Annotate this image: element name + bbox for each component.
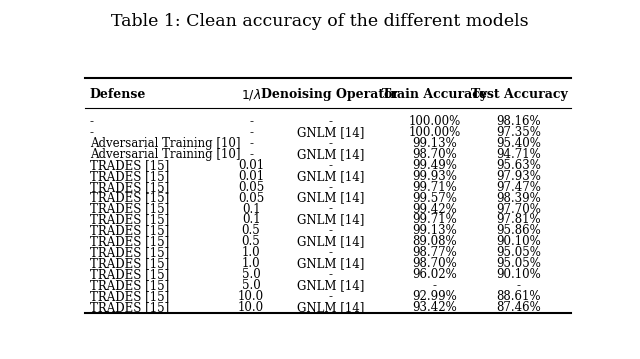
Text: -: - [328,115,333,128]
Text: 5.0: 5.0 [242,279,260,292]
Text: -: - [90,126,94,139]
Text: 10.0: 10.0 [238,290,264,303]
Text: 0.1: 0.1 [242,213,260,227]
Text: Adversarial Training [10]: Adversarial Training [10] [90,137,241,150]
Text: 98.16%: 98.16% [497,115,541,128]
Text: Train Accuracy: Train Accuracy [382,88,487,101]
Text: Adversarial Training [10]: Adversarial Training [10] [90,148,241,161]
Text: GNLM [14]: GNLM [14] [297,279,364,292]
Text: 1.0: 1.0 [242,246,260,259]
Text: 99.42%: 99.42% [412,202,457,215]
Text: 0.05: 0.05 [238,181,264,194]
Text: GNLM [14]: GNLM [14] [297,300,364,314]
Text: 88.61%: 88.61% [497,290,541,303]
Text: -: - [249,148,253,161]
Text: 97.81%: 97.81% [497,213,541,227]
Text: -: - [249,126,253,139]
Text: 95.40%: 95.40% [497,137,541,150]
Text: TRADES [15]: TRADES [15] [90,290,169,303]
Text: 90.10%: 90.10% [497,235,541,248]
Text: 87.46%: 87.46% [497,300,541,314]
Text: 96.02%: 96.02% [412,268,457,281]
Text: TRADES [15]: TRADES [15] [90,159,169,172]
Text: GNLM [14]: GNLM [14] [297,192,364,205]
Text: -: - [328,137,333,150]
Text: 99.13%: 99.13% [412,224,457,237]
Text: 95.63%: 95.63% [497,159,541,172]
Text: GNLM [14]: GNLM [14] [297,235,364,248]
Text: Table 1: Clean accuracy of the different models: Table 1: Clean accuracy of the different… [111,13,529,29]
Text: TRADES [15]: TRADES [15] [90,257,169,270]
Text: TRADES [15]: TRADES [15] [90,202,169,215]
Text: TRADES [15]: TRADES [15] [90,192,169,205]
Text: TRADES [15]: TRADES [15] [90,170,169,183]
Text: 1.0: 1.0 [242,257,260,270]
Text: -: - [328,202,333,215]
Text: -: - [328,224,333,237]
Text: 10.0: 10.0 [238,300,264,314]
Text: -: - [328,268,333,281]
Text: TRADES [15]: TRADES [15] [90,279,169,292]
Text: Denoising Operator: Denoising Operator [262,88,399,101]
Text: 0.01: 0.01 [238,159,264,172]
Text: 98.70%: 98.70% [412,148,457,161]
Text: -: - [328,290,333,303]
Text: TRADES [15]: TRADES [15] [90,300,169,314]
Text: 94.71%: 94.71% [497,148,541,161]
Text: 99.71%: 99.71% [412,181,457,194]
Text: 97.47%: 97.47% [497,181,541,194]
Text: 98.70%: 98.70% [412,257,457,270]
Text: 99.93%: 99.93% [412,170,457,183]
Text: -: - [90,115,94,128]
Text: 0.5: 0.5 [242,235,260,248]
Text: TRADES [15]: TRADES [15] [90,246,169,259]
Text: 100.00%: 100.00% [408,126,461,139]
Text: GNLM [14]: GNLM [14] [297,257,364,270]
Text: -: - [328,181,333,194]
Text: TRADES [15]: TRADES [15] [90,181,169,194]
Text: Defense: Defense [90,88,147,101]
Text: 0.1: 0.1 [242,202,260,215]
Text: TRADES [15]: TRADES [15] [90,213,169,227]
Text: 97.93%: 97.93% [497,170,541,183]
Text: 0.05: 0.05 [238,192,264,205]
Text: -: - [433,279,436,292]
Text: 98.77%: 98.77% [412,246,457,259]
Text: -: - [249,137,253,150]
Text: 90.10%: 90.10% [497,268,541,281]
Text: -: - [328,159,333,172]
Text: GNLM [14]: GNLM [14] [297,170,364,183]
Text: GNLM [14]: GNLM [14] [297,148,364,161]
Text: GNLM [14]: GNLM [14] [297,126,364,139]
Text: 95.05%: 95.05% [497,246,541,259]
Text: 99.13%: 99.13% [412,137,457,150]
Text: 95.05%: 95.05% [497,257,541,270]
Text: $1/\lambda$: $1/\lambda$ [241,87,261,102]
Text: 0.01: 0.01 [238,170,264,183]
Text: TRADES [15]: TRADES [15] [90,224,169,237]
Text: 89.08%: 89.08% [412,235,457,248]
Text: 99.71%: 99.71% [412,213,457,227]
Text: 98.39%: 98.39% [497,192,541,205]
Text: 0.5: 0.5 [242,224,260,237]
Text: 92.99%: 92.99% [412,290,457,303]
Text: 97.70%: 97.70% [497,202,541,215]
Text: GNLM [14]: GNLM [14] [297,213,364,227]
Text: 99.57%: 99.57% [412,192,457,205]
Text: 99.49%: 99.49% [412,159,457,172]
Text: -: - [328,246,333,259]
Text: -: - [517,279,521,292]
Text: 100.00%: 100.00% [408,115,461,128]
Text: TRADES [15]: TRADES [15] [90,268,169,281]
Text: TRADES [15]: TRADES [15] [90,235,169,248]
Text: -: - [249,115,253,128]
Text: 95.86%: 95.86% [497,224,541,237]
Text: 97.35%: 97.35% [497,126,541,139]
Text: 5.0: 5.0 [242,268,260,281]
Text: 93.42%: 93.42% [412,300,457,314]
Text: Test Accuracy: Test Accuracy [470,88,567,101]
